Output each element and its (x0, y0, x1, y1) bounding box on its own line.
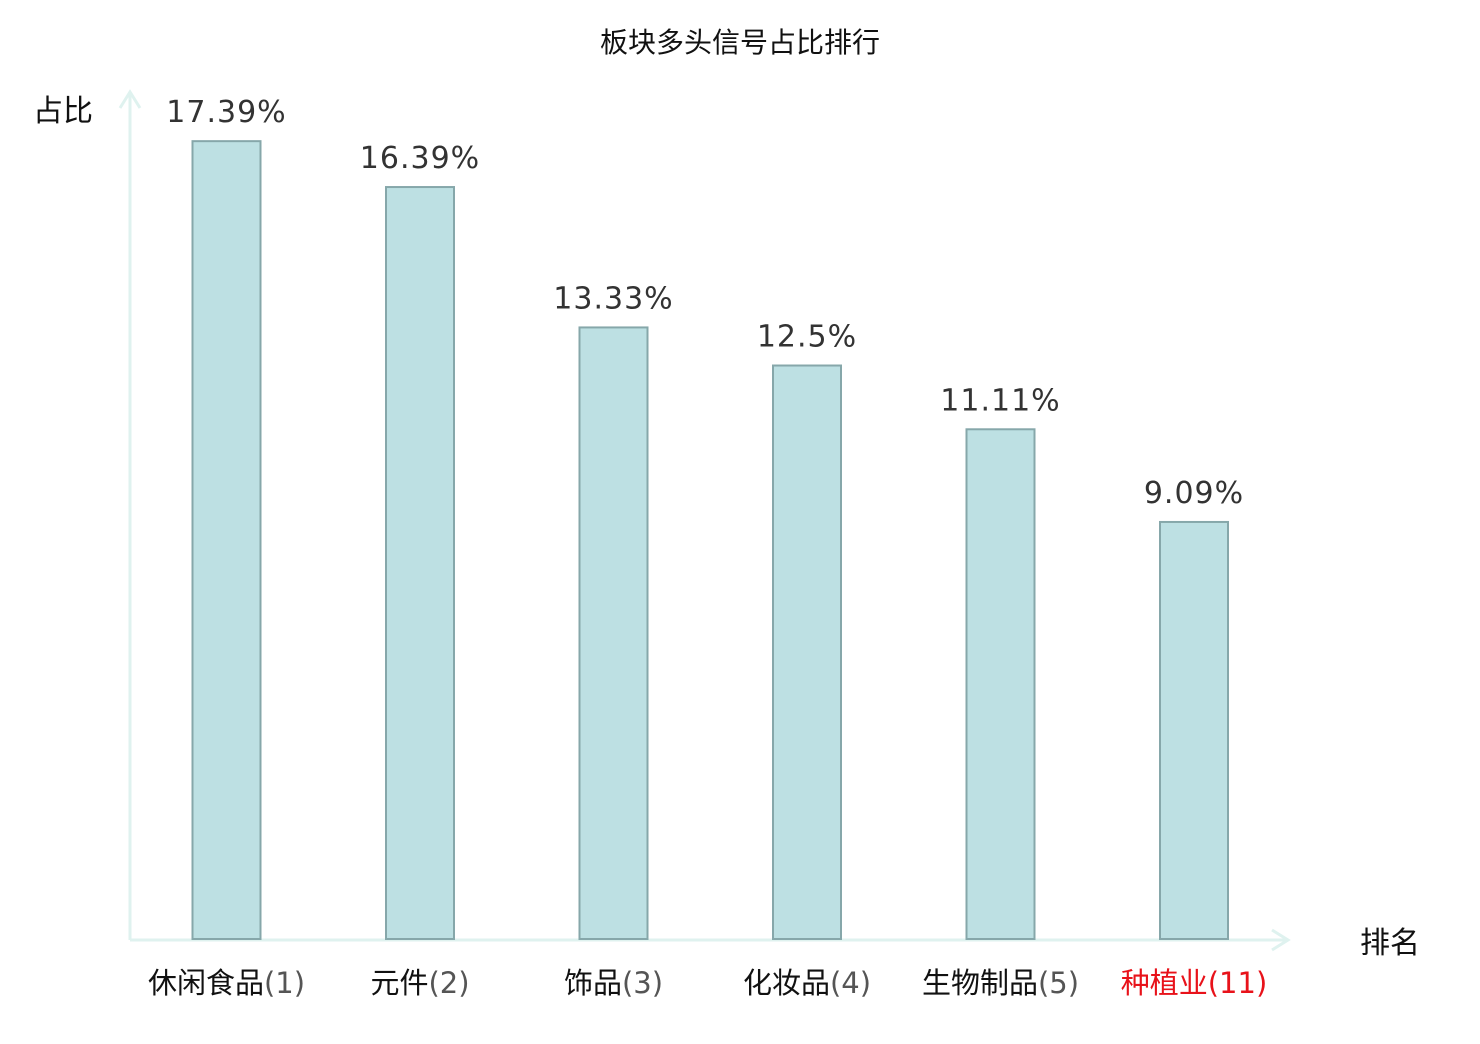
x-tick-label: 元件(2) (370, 966, 469, 1000)
category-name: 饰品 (564, 966, 622, 1000)
data-label: 13.33% (553, 281, 673, 316)
category-rank: (3) (622, 966, 663, 1000)
x-axis-label: 排名 (1360, 926, 1420, 961)
x-tick-label: 休闲食品(1) (148, 966, 305, 1000)
category-name: 休闲食品 (148, 966, 264, 1000)
bar-2 (385, 186, 455, 941)
axes (118, 89, 1291, 952)
data-label: 17.39% (166, 95, 286, 130)
bar-1 (191, 140, 262, 940)
category-rank: (2) (428, 966, 469, 1000)
bar-6 (1159, 520, 1229, 940)
y-axis-arrow-icon (118, 89, 142, 109)
data-label: 16.39% (360, 141, 480, 176)
category-rank: (1) (264, 966, 305, 1000)
data-label: 11.11% (940, 383, 1060, 418)
data-label: 9.09% (1144, 476, 1244, 511)
category-rank: (5) (1038, 966, 1079, 1000)
category-rank: (4) (830, 966, 871, 1000)
bar-3 (578, 326, 649, 940)
category-rank: (11) (1208, 966, 1268, 1000)
category-name: 化妆品 (743, 966, 830, 1000)
category-name: 种植业 (1121, 966, 1208, 1000)
bar-5 (965, 428, 1036, 940)
data-label: 12.5% (757, 320, 857, 355)
x-axis-arrow-icon (1271, 928, 1291, 952)
category-name: 元件 (370, 966, 428, 1000)
y-axis-label: 占比 (33, 94, 93, 129)
x-tick-label: 生物制品(5) (922, 966, 1079, 1000)
bar-4 (772, 364, 842, 940)
value-labels-group: 17.39% 16.39% 13.33% 12.5% 11.11% 9.09% (166, 95, 1244, 511)
bars-group (191, 140, 1229, 941)
category-labels-group: 休闲食品(1) 元件(2) 饰品(3) 化妆品(4) 生物制品(5) 种植业(11) (148, 966, 1267, 1000)
category-name: 生物制品 (922, 966, 1038, 1000)
x-tick-label: 种植业(11) (1121, 966, 1268, 1000)
chart-title: 板块多头信号占比排行 (600, 26, 880, 59)
x-tick-label: 饰品(3) (564, 966, 663, 1000)
x-tick-label: 化妆品(4) (743, 966, 871, 1000)
